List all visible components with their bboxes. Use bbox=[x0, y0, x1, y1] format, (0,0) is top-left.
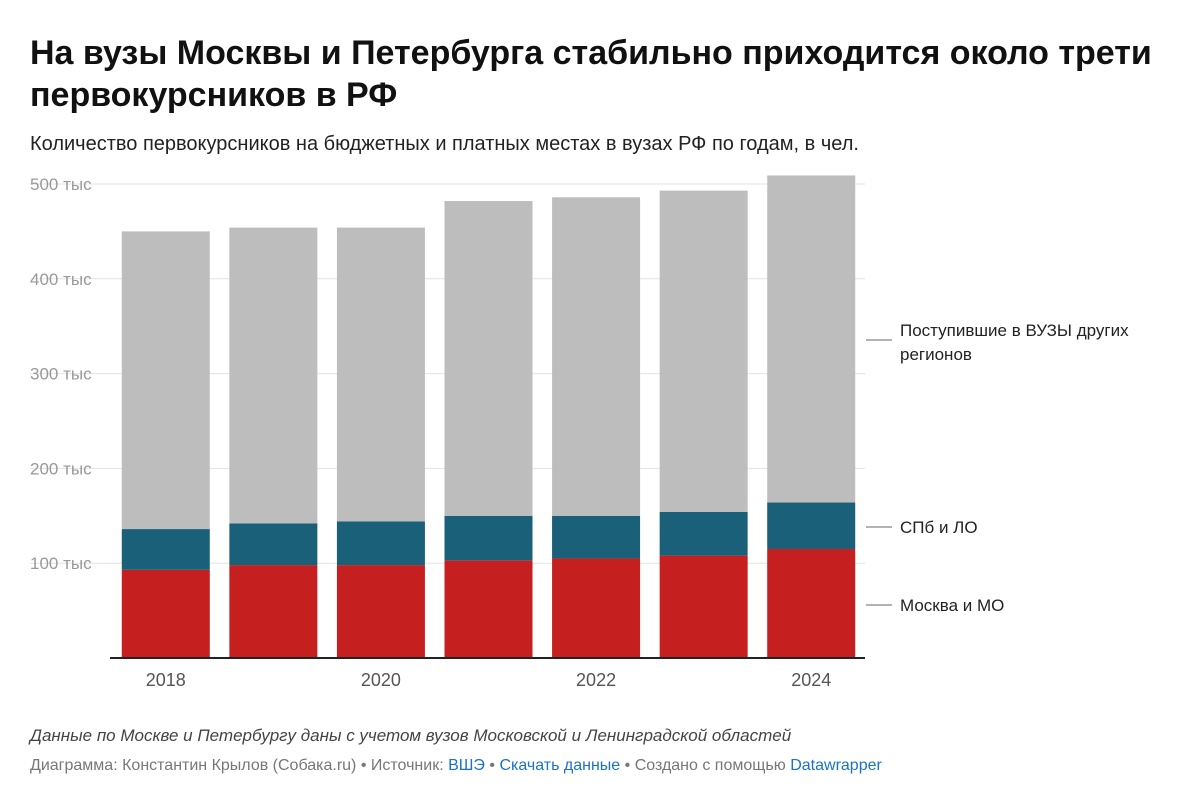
bar-segment bbox=[336, 227, 425, 522]
bar-segment bbox=[552, 197, 641, 516]
y-tick-label: 100 тыс bbox=[30, 554, 92, 573]
bar-segment bbox=[444, 201, 533, 516]
bar-segment bbox=[121, 529, 210, 570]
x-tick-label: 2022 bbox=[576, 670, 616, 690]
series-label: Москва и МО bbox=[900, 596, 1004, 615]
author-credit: Диаграмма: Константин Крылов (Собака.ru) bbox=[30, 757, 357, 774]
y-tick-label: 500 тыс bbox=[30, 175, 92, 194]
bar-segment bbox=[229, 523, 318, 566]
chart-subtitle: Количество первокурсников на бюджетных и… bbox=[30, 133, 859, 155]
bar-segment bbox=[336, 521, 425, 566]
x-tick-label: 2018 bbox=[146, 670, 186, 690]
bar-segment bbox=[229, 565, 318, 658]
x-tick-label: 2020 bbox=[361, 670, 401, 690]
bar-segment bbox=[767, 175, 856, 503]
source-link[interactable]: ВШЭ bbox=[448, 757, 485, 774]
bar-segment bbox=[659, 512, 748, 556]
y-tick-label: 200 тыс bbox=[30, 459, 92, 478]
chart-title: На вузы Москвы и Петербурга стабильно пр… bbox=[30, 34, 1152, 114]
created-with-label: Создано с помощью bbox=[634, 757, 791, 774]
bar-segment bbox=[659, 190, 748, 513]
chart-notes: Данные по Москве и Петербургу даны с уче… bbox=[30, 726, 792, 745]
series-label: СПб и ЛО bbox=[900, 518, 978, 537]
datawrapper-link[interactable]: Datawrapper bbox=[790, 757, 882, 774]
bar-segment bbox=[767, 548, 856, 658]
bar-segment bbox=[229, 227, 318, 524]
chart-byline: Диаграмма: Константин Крылов (Собака.ru)… bbox=[30, 757, 882, 775]
x-tick-label: 2024 bbox=[791, 670, 831, 690]
y-tick-label: 400 тыс bbox=[30, 270, 92, 289]
byline-separator: • bbox=[356, 757, 371, 774]
bar-segment bbox=[121, 569, 210, 658]
bar-segment bbox=[552, 558, 641, 658]
bar-segment bbox=[336, 565, 425, 658]
bar-segment bbox=[659, 555, 748, 658]
byline-separator: • bbox=[484, 757, 500, 774]
source-label: Источник: bbox=[370, 757, 449, 774]
bar-segment bbox=[121, 231, 210, 530]
series-label: Поступившие в ВУЗЫ других регионов bbox=[900, 321, 1129, 364]
bar-segment bbox=[444, 560, 533, 658]
download-data-link[interactable]: Скачать данные bbox=[499, 757, 621, 774]
stacked-bar-chart: 100 тыс 200 тыс 300 тыс 400 тыс 500 тыс 2018 2… bbox=[30, 175, 1129, 690]
bar-segment bbox=[444, 515, 533, 561]
bar-segment bbox=[767, 502, 856, 549]
bar-segment bbox=[552, 515, 641, 559]
y-tick-label: 300 тыс bbox=[30, 365, 92, 384]
byline-separator: • bbox=[620, 757, 635, 774]
